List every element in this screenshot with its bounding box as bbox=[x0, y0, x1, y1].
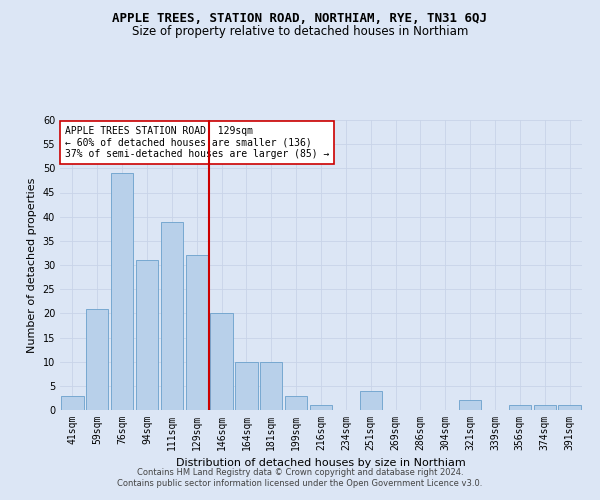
Bar bbox=[359, 390, 382, 410]
Bar bbox=[185, 256, 208, 410]
Bar bbox=[459, 400, 481, 410]
Bar bbox=[235, 362, 257, 410]
Bar bbox=[285, 396, 307, 410]
Bar bbox=[136, 260, 158, 410]
Bar bbox=[533, 405, 556, 410]
Text: APPLE TREES, STATION ROAD, NORTHIAM, RYE, TN31 6QJ: APPLE TREES, STATION ROAD, NORTHIAM, RYE… bbox=[113, 12, 487, 26]
Bar bbox=[86, 308, 109, 410]
Bar bbox=[211, 314, 233, 410]
Text: Size of property relative to detached houses in Northiam: Size of property relative to detached ho… bbox=[132, 25, 468, 38]
Text: APPLE TREES STATION ROAD: 129sqm
← 60% of detached houses are smaller (136)
37% : APPLE TREES STATION ROAD: 129sqm ← 60% o… bbox=[65, 126, 329, 159]
X-axis label: Distribution of detached houses by size in Northiam: Distribution of detached houses by size … bbox=[176, 458, 466, 468]
Bar bbox=[310, 405, 332, 410]
Bar bbox=[111, 173, 133, 410]
Text: Contains HM Land Registry data © Crown copyright and database right 2024.
Contai: Contains HM Land Registry data © Crown c… bbox=[118, 468, 482, 487]
Bar bbox=[509, 405, 531, 410]
Bar bbox=[559, 405, 581, 410]
Bar bbox=[161, 222, 183, 410]
Y-axis label: Number of detached properties: Number of detached properties bbox=[27, 178, 37, 352]
Bar bbox=[260, 362, 283, 410]
Bar bbox=[61, 396, 83, 410]
